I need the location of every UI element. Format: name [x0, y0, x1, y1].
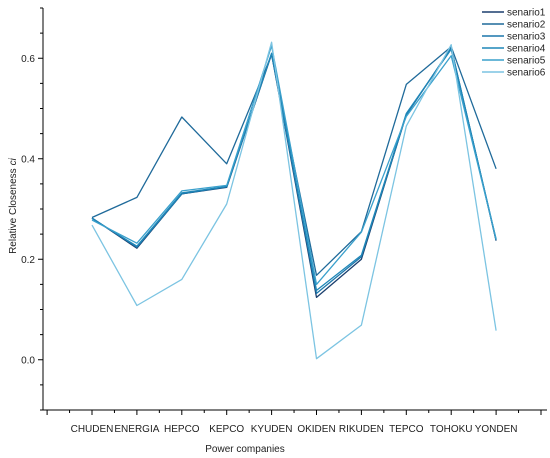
- x-tick-label: RIKUDEN: [339, 424, 384, 435]
- legend-label-senario4: senario4: [507, 44, 546, 55]
- x-tick-label: HEPCO: [164, 424, 200, 435]
- series-layer: [91, 41, 497, 360]
- x-tick-label: ENERGIA: [114, 424, 159, 435]
- y-tick-label: 0.0: [21, 355, 35, 366]
- x-tick-label: KYUDEN: [251, 424, 293, 435]
- y-tick-label: 0.4: [21, 154, 35, 165]
- y-axis-title-text: Relative Closeness: [8, 168, 19, 254]
- legend-label-senario3: senario3: [507, 32, 546, 43]
- series-line-senario5: [91, 45, 497, 286]
- legend: senario1senario2senario3senario4senario5…: [482, 8, 546, 79]
- axes: 0.0 0.2 0.4 0.6 CHUDEN ENERGIA HEPCO KEPCO KYUDE…: [21, 7, 547, 435]
- legend-label-senario1: senario1: [507, 8, 546, 19]
- x-tick-label: CHUDEN: [71, 424, 114, 435]
- legend-label-senario2: senario2: [507, 20, 546, 31]
- x-tick-label: OKIDEN: [297, 424, 335, 435]
- x-tick-label: KEPCO: [209, 424, 244, 435]
- x-tick-label: TEPCO: [389, 424, 424, 435]
- y-axis-title-symbol: ci: [8, 157, 19, 165]
- x-axis-title: Power companies: [205, 444, 284, 455]
- y-axis-title: Relative Closeness ci: [8, 157, 19, 254]
- y-tick-label: 0.2: [21, 255, 35, 266]
- series-line-senario2: [91, 46, 497, 276]
- legend-label-senario6: senario6: [507, 68, 546, 79]
- x-tick-label: TOHOKU: [430, 424, 473, 435]
- series-line-senario6: [91, 41, 497, 360]
- series-line-senario4: [91, 48, 497, 292]
- legend-label-senario5: senario5: [507, 56, 546, 67]
- y-tick-label: 0.6: [21, 54, 35, 65]
- x-tick-label: YONDEN: [475, 424, 518, 435]
